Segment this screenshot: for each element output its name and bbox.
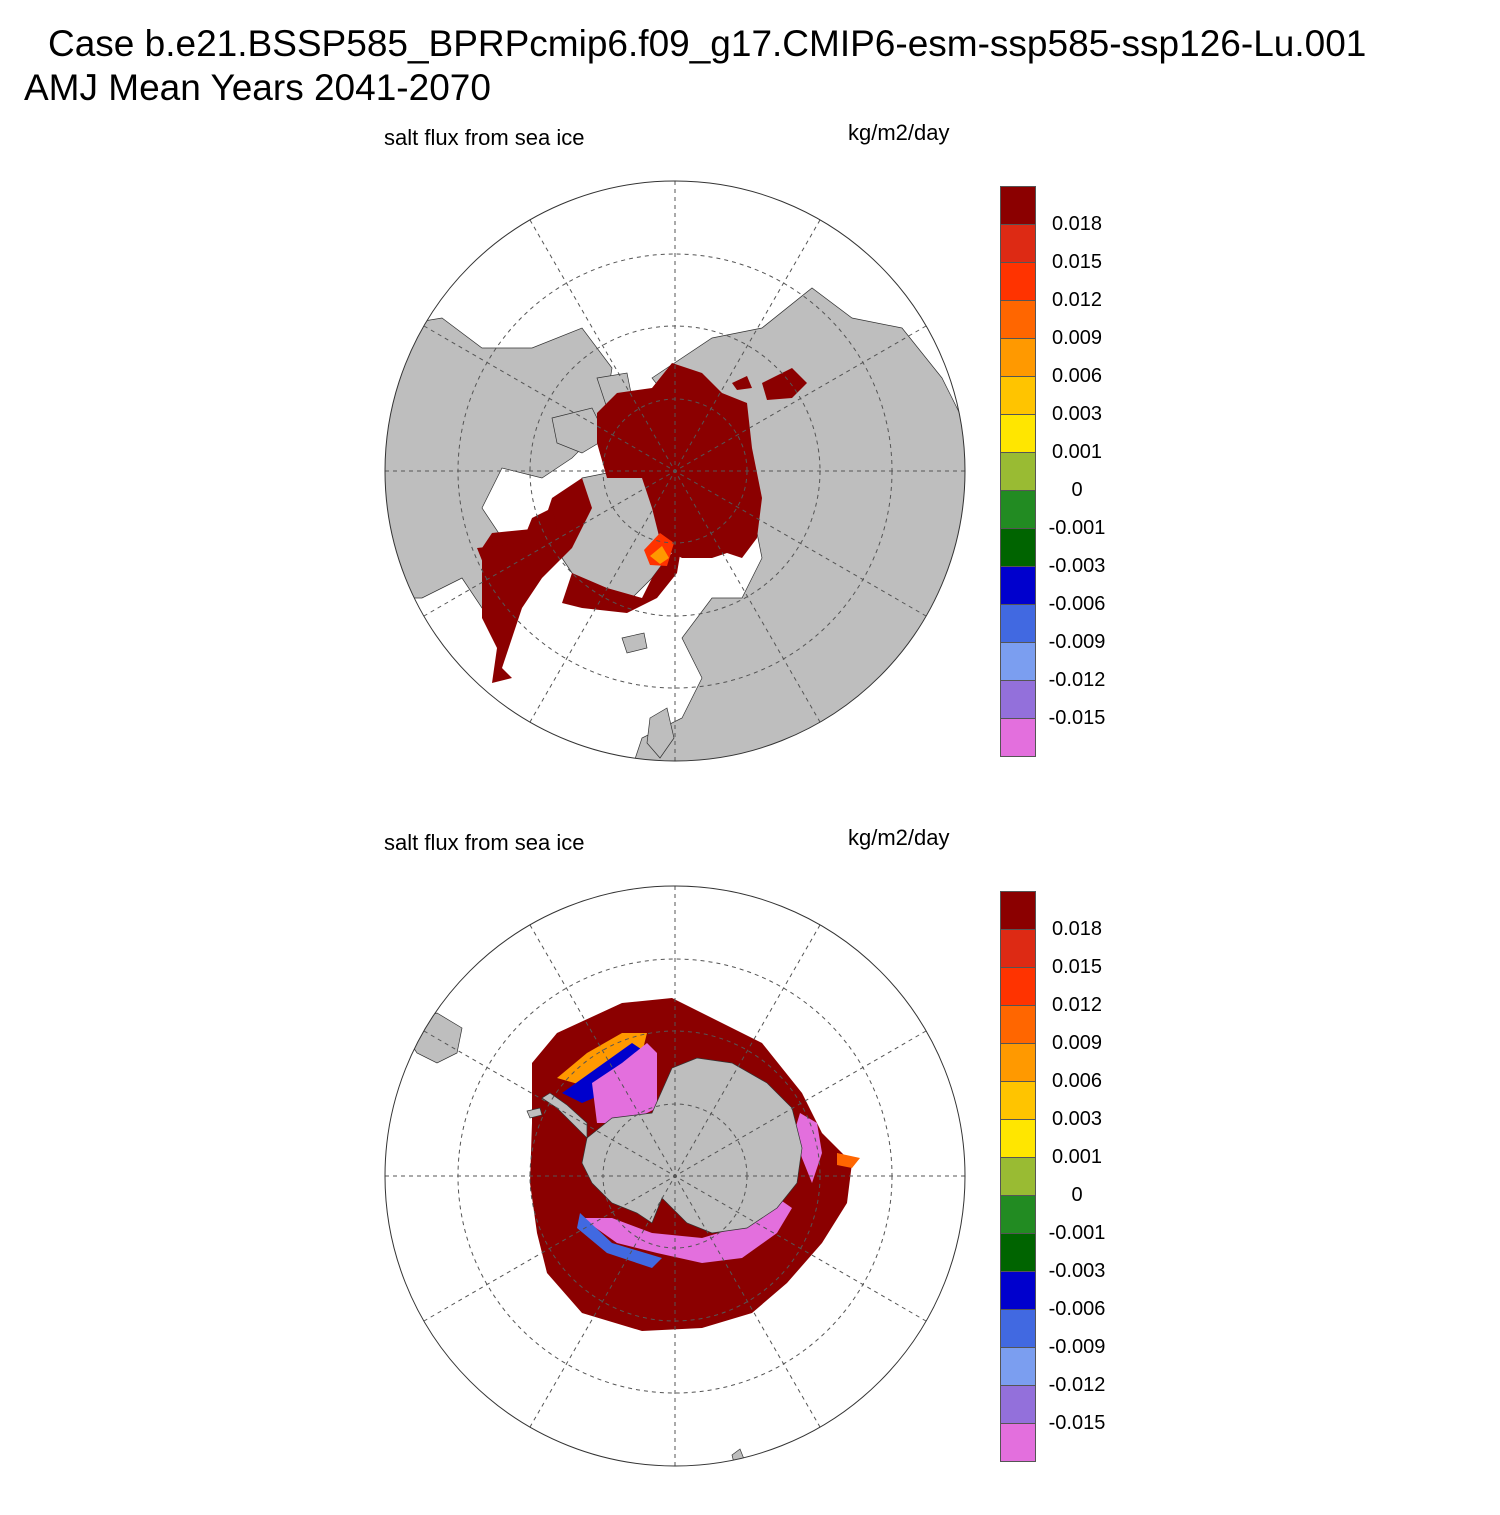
colorbar-tick-label: 0.006 [1051,365,1103,387]
colorbar-swatch [1000,1385,1036,1423]
colorbar-swatch [1000,1347,1036,1385]
colorbar-swatch [1000,1005,1036,1043]
colorbar [1000,891,1036,1462]
colorbar-swatch [1000,490,1036,528]
colorbar-tick-label: 0.018 [1051,918,1103,940]
colorbar-swatch [1000,452,1036,490]
colorbar-swatch [1000,300,1036,338]
colorbar-tick-label: -0.015 [1048,1412,1106,1434]
colorbar-tick-label: -0.006 [1048,1298,1106,1320]
map-boundary [384,885,966,1467]
colorbar-tick-label: 0.001 [1051,441,1103,463]
colorbar-tick-label: 0.015 [1051,251,1103,273]
variable-label: salt flux from sea ice [384,125,585,150]
colorbar [1000,186,1036,757]
colorbar-tick-label: -0.001 [1048,1222,1106,1244]
units-label: kg/m2/day [848,825,950,850]
map-boundary [384,180,966,762]
colorbar-swatch [1000,680,1036,718]
colorbar-tick-label: -0.003 [1048,1260,1106,1282]
colorbar-tick-label: -0.001 [1048,517,1106,539]
colorbar-tick-label: 0.015 [1051,956,1103,978]
colorbar-swatch [1000,718,1036,757]
colorbar-tick-label: 0.012 [1051,994,1103,1016]
colorbar-tick-label: -0.006 [1048,593,1106,615]
polar-map-north [384,180,966,762]
map-panel-north: salt flux from sea ice kg/m2/day [0,110,1500,810]
colorbar-swatch [1000,262,1036,300]
colorbar-tick-label: -0.012 [1048,1374,1106,1396]
colorbar-swatch [1000,1081,1036,1119]
colorbar-swatch [1000,376,1036,414]
graticule [385,181,965,761]
colorbar-swatch [1000,967,1036,1005]
units-label: kg/m2/day [848,120,950,145]
colorbar-swatch [1000,1119,1036,1157]
colorbar-swatch [1000,1423,1036,1462]
colorbar-tick-label: -0.003 [1048,555,1106,577]
colorbar-swatch [1000,566,1036,604]
variable-label: salt flux from sea ice [384,830,585,855]
colorbar-swatch [1000,1157,1036,1195]
colorbar-swatch [1000,1271,1036,1309]
colorbar-swatch [1000,604,1036,642]
colorbar-tick-label: 0.003 [1051,1108,1103,1130]
colorbar-swatch [1000,414,1036,452]
colorbar-tick-label: 0.001 [1051,1146,1103,1168]
figure-title-case: Case b.e21.BSSP585_BPRPcmip6.f09_g17.CMI… [48,23,1367,64]
map-panel-south: salt flux from sea ice kg/m2/day [0,815,1500,1515]
colorbar-tick-label: 0.009 [1051,1032,1103,1054]
colorbar-swatch [1000,891,1036,929]
colorbar-tick-label: 0.018 [1051,213,1103,235]
colorbar-swatch [1000,224,1036,262]
colorbar-tick-label: 0.009 [1051,327,1103,349]
colorbar-tick-label: 0 [1071,1184,1083,1206]
figure-title-period: AMJ Mean Years 2041-2070 [24,67,491,108]
colorbar-tick-label: 0.003 [1051,403,1103,425]
colorbar-tick-label: -0.015 [1048,707,1106,729]
colorbar-tick-label: 0 [1071,479,1083,501]
colorbar-swatch [1000,929,1036,967]
colorbar-swatch [1000,528,1036,566]
graticule [385,886,965,1466]
colorbar-swatch [1000,642,1036,680]
colorbar-swatch [1000,1309,1036,1347]
sea-ice-layer [477,363,807,683]
colorbar-swatch [1000,186,1036,224]
colorbar-swatch [1000,1195,1036,1233]
polar-map-south [384,885,966,1467]
colorbar-tick-label: -0.009 [1048,1336,1106,1358]
colorbar-swatch [1000,1233,1036,1271]
colorbar-labels: 0.018 0.015 0.012 0.009 0.006 0.003 0.001 0 -0.0… [1042,186,1122,756]
colorbar-labels: 0.018 0.015 0.012 0.009 0.006 0.003 0.001 0 -0.0… [1042,891,1122,1461]
colorbar-tick-label: -0.009 [1048,631,1106,653]
colorbar-tick-label: 0.006 [1051,1070,1103,1092]
colorbar-tick-label: 0.012 [1051,289,1103,311]
colorbar-swatch [1000,1043,1036,1081]
colorbar-swatch [1000,338,1036,376]
colorbar-tick-label: -0.012 [1048,669,1106,691]
